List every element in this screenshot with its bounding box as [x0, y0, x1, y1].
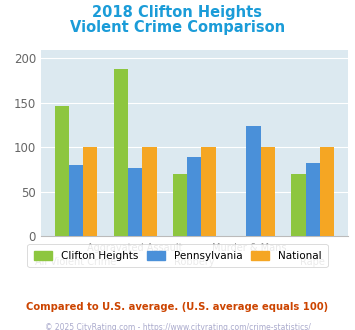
Bar [306, 163, 320, 236]
Text: 2018 Clifton Heights: 2018 Clifton Heights [93, 5, 262, 20]
Bar [291, 174, 306, 236]
Bar [128, 169, 142, 236]
Text: All Violent Crime: All Violent Crime [36, 257, 117, 267]
Bar [261, 147, 275, 236]
Text: Violent Crime Comparison: Violent Crime Comparison [70, 20, 285, 35]
Legend: Clifton Heights, Pennsylvania, National: Clifton Heights, Pennsylvania, National [27, 244, 328, 267]
Text: Aggravated Assault: Aggravated Assault [87, 243, 183, 253]
Bar [142, 147, 157, 236]
Bar [201, 147, 215, 236]
Text: © 2025 CityRating.com - https://www.cityrating.com/crime-statistics/: © 2025 CityRating.com - https://www.city… [45, 323, 310, 330]
Bar [173, 174, 187, 236]
Bar [55, 106, 69, 236]
Bar [83, 147, 97, 236]
Text: Robbery: Robbery [174, 257, 215, 267]
Text: Compared to U.S. average. (U.S. average equals 100): Compared to U.S. average. (U.S. average … [26, 302, 329, 312]
Bar [114, 69, 128, 236]
Bar [320, 147, 334, 236]
Text: Rape: Rape [300, 257, 325, 267]
Bar [187, 157, 201, 236]
Text: Murder & Mans...: Murder & Mans... [212, 243, 295, 253]
Bar [246, 126, 261, 236]
Bar [69, 165, 83, 236]
